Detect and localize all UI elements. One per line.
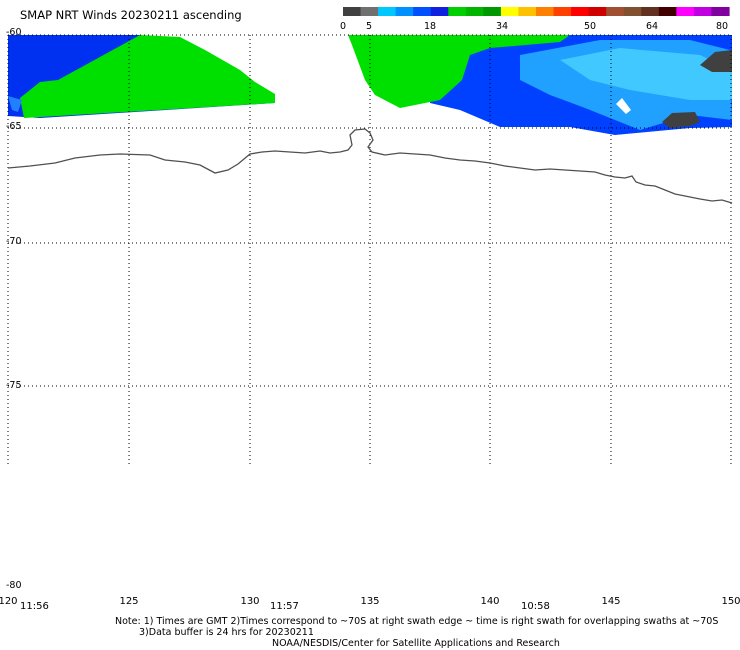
lon-label-135: 135 [360, 596, 380, 607]
swath-time-3: 10:58 [521, 601, 550, 612]
colorbar-segment [448, 7, 467, 16]
wind-swath-right [348, 35, 732, 135]
lon-label-130: 130 [240, 596, 260, 607]
lat-label-80: -80 [6, 580, 22, 591]
colorbar-segment [553, 7, 572, 16]
note-line-3: NOAA/NESDIS/Center for Satellite Applica… [272, 638, 560, 649]
colorbar-segment [676, 7, 695, 16]
swath-time-1: 11:56 [20, 601, 49, 612]
swath-right-dark-1 [700, 50, 732, 72]
wind-swath-left [8, 35, 275, 118]
lon-label-145: 145 [601, 596, 621, 607]
swath-right-dark-2 [662, 112, 700, 128]
colorbar-label-18: 18 [423, 21, 437, 32]
lat-label-60: -60 [6, 27, 22, 38]
colorbar-segment [465, 7, 484, 16]
colorbar [343, 7, 730, 16]
colorbar-segment [378, 7, 397, 16]
colorbar-label-34: 34 [495, 21, 509, 32]
colorbar-segment [641, 7, 660, 16]
colorbar-segment [343, 7, 362, 16]
colorbar-label-80: 80 [715, 21, 729, 32]
colorbar-segment [588, 7, 607, 16]
colorbar-segment [483, 7, 502, 16]
colorbar-label-0: 0 [339, 21, 347, 32]
swath-left-lightblue [8, 96, 22, 112]
lon-label-150: 150 [721, 596, 740, 607]
lon-label-125: 125 [119, 596, 139, 607]
colorbar-segment [693, 7, 713, 16]
colorbar-segment [413, 7, 432, 16]
swath-time-2: 11:57 [270, 601, 299, 612]
lat-label-65: -65 [6, 121, 22, 132]
swath-right-cyan [560, 48, 732, 100]
colorbar-label-50: 50 [583, 21, 597, 32]
lon-label-120: 120 [0, 596, 18, 607]
colorbar-segment [711, 7, 730, 16]
lat-label-70: -70 [6, 236, 22, 247]
colorbar-label-5: 5 [365, 21, 373, 32]
swath-right-white-gap [616, 98, 631, 114]
lat-label-75: -75 [6, 380, 22, 391]
colorbar-segment [360, 7, 379, 16]
note-line-1: Note: 1) Times are GMT 2)Times correspon… [115, 616, 719, 627]
colorbar-label-64: 64 [645, 21, 659, 32]
colorbar-segment [518, 7, 537, 16]
map-title: SMAP NRT Winds 20230211 ascending [20, 8, 242, 22]
colorbar-segment [536, 7, 555, 16]
swath-right-green [348, 35, 570, 108]
map-gridlines [7, 34, 732, 465]
antarctic-coastline [7, 128, 733, 204]
note-line-2: 3)Data buffer is 24 hrs for 20230211 [139, 627, 314, 638]
swath-left-green [20, 35, 275, 118]
colorbar-segment [658, 7, 677, 16]
colorbar-segment [606, 7, 625, 16]
lon-label-140: 140 [480, 596, 500, 607]
colorbar-segment [500, 7, 520, 16]
colorbar-segment [430, 7, 449, 16]
colorbar-segment [623, 7, 642, 16]
colorbar-segment [395, 7, 414, 16]
colorbar-segment [571, 7, 590, 16]
